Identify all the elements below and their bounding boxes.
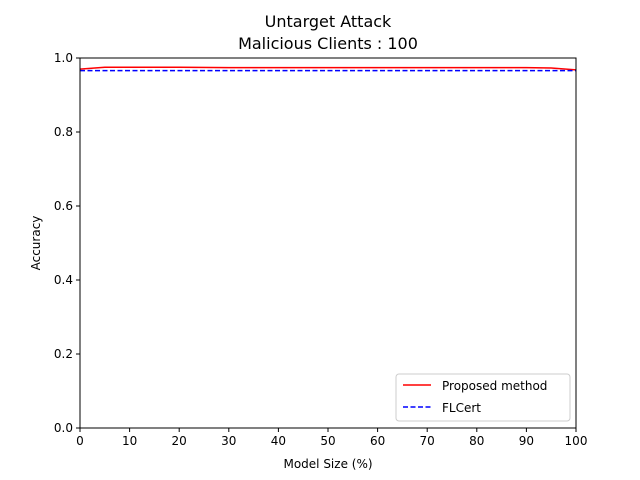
chart-title: Untarget Attack: [265, 12, 392, 31]
x-tick-label: 100: [565, 434, 588, 448]
y-tick-label: 0.4: [54, 273, 73, 287]
series-layer: [79, 66, 577, 72]
y-tick-label: 0.6: [54, 199, 73, 213]
x-tick-label: 70: [420, 434, 435, 448]
y-tick-label: 0.8: [54, 125, 73, 139]
legend-label-proposed: Proposed method: [442, 379, 547, 393]
x-axis-ticks: 0 10 20 30 40 50 60 70 80 90 100: [76, 428, 587, 448]
x-tick-label: 40: [271, 434, 286, 448]
x-tick-label: 90: [519, 434, 534, 448]
legend-box: [395, 373, 571, 422]
y-tick-label: 0.0: [54, 421, 73, 435]
x-tick-label: 10: [122, 434, 137, 448]
y-tick-label: 0.2: [54, 347, 73, 361]
x-tick-label: 80: [469, 434, 484, 448]
y-axis-label: Accuracy: [29, 216, 43, 271]
legend: Proposed method FLCert: [395, 373, 571, 422]
x-tick-label: 30: [221, 434, 236, 448]
y-tick-label: 1.0: [54, 51, 73, 65]
x-axis-label: Model Size (%): [283, 457, 372, 471]
x-tick-label: 0: [76, 434, 84, 448]
x-tick-label: 60: [370, 434, 385, 448]
legend-label-flcert: FLCert: [442, 401, 481, 415]
x-tick-label: 50: [320, 434, 335, 448]
y-axis-ticks: 0.0 0.2 0.4 0.6 0.8 1.0: [54, 51, 80, 435]
x-tick-label: 20: [172, 434, 187, 448]
plot-frame: [79, 57, 577, 429]
chart-subtitle: Malicious Clients : 100: [238, 34, 418, 53]
series-line-proposed-method: [79, 66, 577, 71]
